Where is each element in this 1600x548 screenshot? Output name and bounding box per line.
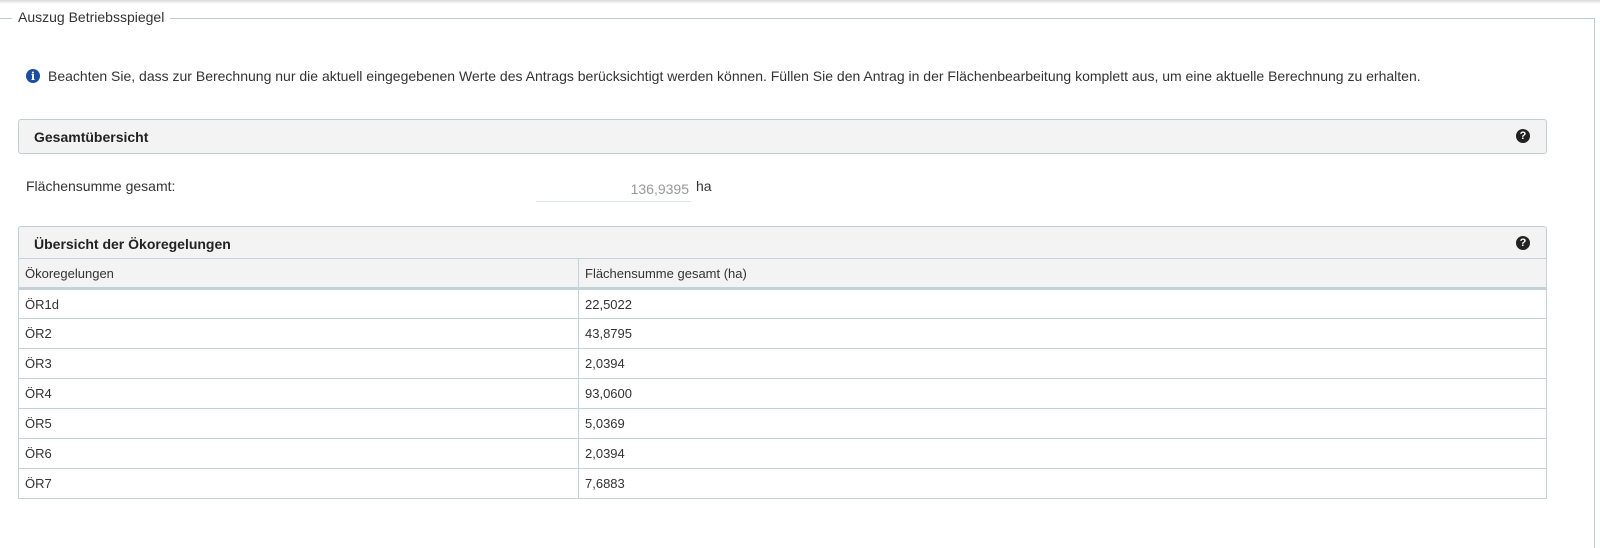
area-cell: 22,5022 [578, 288, 1547, 319]
panel-gesamtuebersicht: Gesamtübersicht ? [18, 119, 1547, 154]
regulation-cell: ÖR3 [18, 348, 579, 379]
regulation-cell: ÖR7 [18, 468, 579, 499]
regulation-cell: ÖR6 [18, 438, 579, 469]
table-row: ÖR3 2,0394 [18, 348, 1547, 379]
table-row: ÖR4 93,0600 [18, 378, 1547, 409]
fieldset-legend: Auszug Betriebsspiegel [12, 9, 171, 25]
regulation-cell: ÖR1d [18, 288, 579, 319]
area-cell: 7,6883 [578, 468, 1547, 499]
panel-title: Gesamtübersicht [34, 129, 149, 145]
table-row: ÖR6 2,0394 [18, 438, 1547, 469]
flaechensumme-input[interactable] [536, 176, 691, 202]
area-cell: 43,8795 [578, 318, 1547, 349]
info-circle-icon: i [26, 69, 40, 83]
fieldset-betriebsspiegel [0, 18, 1595, 548]
help-icon[interactable]: ? [1516, 236, 1530, 250]
table-row: ÖR2 43,8795 [18, 318, 1547, 349]
regulation-cell: ÖR2 [18, 318, 579, 349]
regulation-cell: ÖR5 [18, 408, 579, 439]
help-icon[interactable]: ? [1516, 129, 1530, 143]
unit-label: ha [696, 178, 712, 194]
panel-oekoregelungen: Übersicht der Ökoregelungen ? [18, 226, 1547, 259]
top-shadow [0, 0, 1600, 4]
column-header: Ökoregelungen [18, 258, 579, 290]
area-cell: 2,0394 [578, 348, 1547, 379]
oekoregelungen-table: Ökoregelungen Flächensumme gesamt (ha) Ö… [18, 258, 1547, 499]
flaechensumme-label: Flächensumme gesamt: [26, 178, 176, 194]
info-message: i Beachten Sie, dass zur Berechnung nur … [26, 68, 1421, 84]
column-header: Flächensumme gesamt (ha) [578, 258, 1547, 290]
table-header-row: Ökoregelungen Flächensumme gesamt (ha) [18, 258, 1547, 290]
area-cell: 93,0600 [578, 378, 1547, 409]
table-row: ÖR5 5,0369 [18, 408, 1547, 439]
info-text: Beachten Sie, dass zur Berechnung nur di… [48, 68, 1421, 84]
area-cell: 5,0369 [578, 408, 1547, 439]
regulation-cell: ÖR4 [18, 378, 579, 409]
panel-title: Übersicht der Ökoregelungen [34, 236, 231, 252]
area-cell: 2,0394 [578, 438, 1547, 469]
table-row: ÖR7 7,6883 [18, 468, 1547, 499]
table-row: ÖR1d 22,5022 [18, 288, 1547, 319]
